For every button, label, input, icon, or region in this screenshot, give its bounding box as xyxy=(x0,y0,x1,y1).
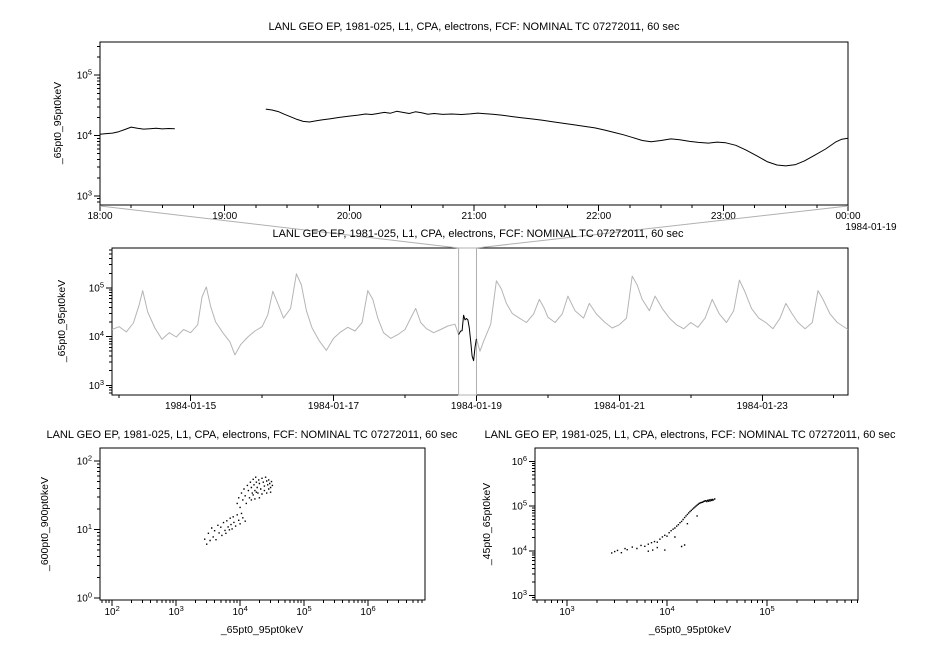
axis-tick-label: 19:00 xyxy=(212,211,237,222)
axis-tick-label: 104 xyxy=(77,128,92,142)
scatter-points xyxy=(611,498,716,554)
panel4-xlabel: _65pt0_95pt0keV xyxy=(648,624,732,636)
axis-tick-label: 1984-01-21 xyxy=(594,401,646,412)
axis-tick-label: 1984-01-17 xyxy=(308,401,360,412)
panel3-ylabel: _600pt0_900pt0keV xyxy=(39,476,51,572)
axis-tick-label: 1984-01-15 xyxy=(165,401,217,412)
axis-tick-label: 103 xyxy=(512,588,527,602)
axis-tick-label: 00:00 xyxy=(835,211,860,222)
axis-tick-label: 105 xyxy=(89,280,104,294)
axis-tick-label: 21:00 xyxy=(461,211,486,222)
plot-frame xyxy=(111,247,849,396)
scatter-points xyxy=(204,476,274,545)
panel2-title: LANL GEO EP, 1981-025, L1, CPA, electron… xyxy=(272,228,684,240)
axis-tick-label: 18:00 xyxy=(87,211,112,222)
panel3-title: LANL GEO EP, 1981-025, L1, CPA, electron… xyxy=(46,429,458,441)
axis-tick-label: 20:00 xyxy=(337,211,362,222)
panel2-ylabel: _65pt0_95pt0keV xyxy=(56,279,68,363)
axis-tick-label: 102 xyxy=(105,604,120,618)
axis-tick-label: 22:00 xyxy=(586,211,611,222)
axis-tick-label: 1984-01-23 xyxy=(737,401,789,412)
axis-tick-label: 104 xyxy=(232,604,247,618)
axis-tick-label: 105 xyxy=(512,499,527,513)
axis-tick-label: 23:00 xyxy=(711,211,736,222)
axis-tick-label: 103 xyxy=(168,604,183,618)
zoom-region-box[interactable] xyxy=(458,247,478,396)
axis-ticks xyxy=(94,460,423,606)
series-electron-flux xyxy=(99,108,849,167)
panel1-title: LANL GEO EP, 1981-025, L1, CPA, electron… xyxy=(268,21,680,33)
panel-scatter-45-65[interactable]: 103 104 105 106 103 104 105 xyxy=(512,447,859,618)
axis-tick-label: 104 xyxy=(659,604,674,618)
axis-tick-label: 104 xyxy=(89,329,104,343)
axis-tick-label: 105 xyxy=(296,604,311,618)
panel-timeseries-zoom[interactable]: 103 104 105 18:00 19:00 20:00 21:00 22:00 23:00 0… xyxy=(77,41,861,222)
axis-tick-label: 104 xyxy=(512,543,527,557)
series-context-flux xyxy=(111,273,849,356)
series-highlight-flux xyxy=(458,314,477,362)
axis-tick-label: 103 xyxy=(89,378,104,392)
panel1-ylabel: _65pt0_95pt0keV xyxy=(52,81,64,165)
axis-tick-label: 1984-01-19 xyxy=(451,401,503,412)
axis-tick-label: 100 xyxy=(77,590,92,604)
axis-tick-label: 103 xyxy=(559,604,574,618)
axis-tick-label: 106 xyxy=(512,454,527,468)
axis-ticks xyxy=(106,249,835,401)
axis-tick-label: 105 xyxy=(759,604,774,618)
plot-frame xyxy=(99,447,426,601)
zoom-connector-lines xyxy=(99,205,849,249)
axis-ticks xyxy=(94,45,849,211)
plot-frame xyxy=(534,447,859,601)
plot-frame xyxy=(99,41,849,206)
panel4-ylabel: _45pt0_65pt0keV xyxy=(481,482,493,566)
axis-ticks xyxy=(529,460,858,606)
panel4-title: LANL GEO EP, 1981-025, L1, CPA, electron… xyxy=(484,429,896,441)
axis-tick-label: 102 xyxy=(77,454,92,468)
axis-tick-label: 106 xyxy=(360,604,375,618)
panel-scatter-600-900[interactable]: 100 101 102 102 103 104 105 106 xyxy=(77,447,426,618)
axis-tick-label: 101 xyxy=(77,522,92,536)
axis-tick-label: 103 xyxy=(77,188,92,202)
panel1-date-label: 1984-01-19 xyxy=(845,222,897,233)
panel-timeseries-context[interactable]: 103 104 105 1984-01-15 1984-01-17 1984-01-19 1… xyxy=(89,247,849,412)
panel3-xlabel: _65pt0_95pt0keV xyxy=(220,624,304,636)
axis-tick-label: 105 xyxy=(77,68,92,82)
